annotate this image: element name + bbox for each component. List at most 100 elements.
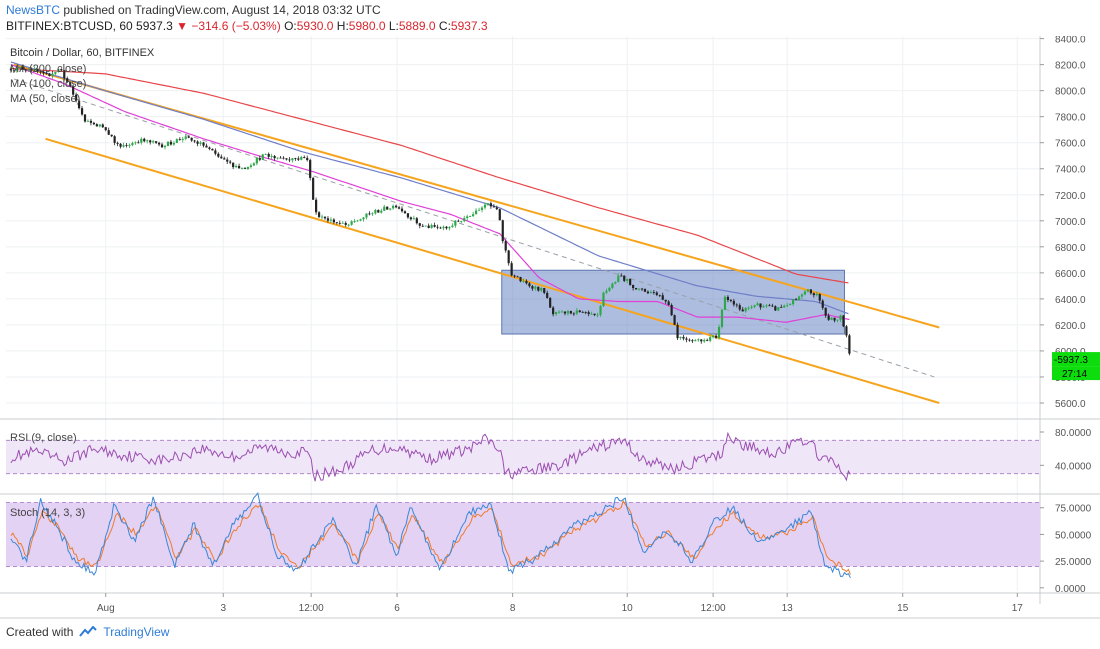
candle-body [540,288,543,291]
candle-body [614,282,617,284]
time-tick-label: 17 [1012,603,1024,614]
candle-body [98,124,101,127]
candle-body [155,141,158,143]
candle-body [409,217,413,220]
candle-body [306,157,309,161]
candle-body [723,296,727,310]
price-pane[interactable] [9,61,940,404]
candle-body [827,315,830,320]
candle-body [608,287,611,291]
last-price-tag [1052,352,1100,367]
candle-body [442,226,445,229]
candle-body [712,335,715,338]
candle-body [60,69,63,71]
candle-body [326,218,330,221]
chart-area[interactable]: 5600.05800.06000.06200.06400.06600.06800… [0,36,1100,625]
candle-body [83,114,87,122]
candle-body [341,222,344,224]
candle-body [634,288,638,290]
candle-body [80,108,84,115]
candle-body [806,289,810,292]
candle-body [303,157,306,158]
price-tick-label: 7200.0 [1055,191,1086,202]
candle-body [116,142,119,144]
candle-body [63,70,66,79]
candle-body [602,292,605,307]
legend-ma50: MA (50, close) [10,93,80,105]
candle-body [623,275,626,281]
candle-body [392,205,395,209]
candle-body [72,86,75,95]
candle-body [415,218,418,224]
tradingview-link[interactable]: TradingView [103,625,170,639]
candle-body [146,140,149,142]
candle-body [480,207,484,210]
stoch-tick-label: 75.0000 [1055,504,1092,515]
last-price-value: -5937.3 [1054,355,1088,366]
candle-body [202,142,205,146]
candle-body [300,157,303,160]
candle-body [809,289,812,294]
candle-body [549,298,552,308]
stoch-title: Stoch (14, 3, 3) [10,507,85,519]
candle-body [371,213,374,215]
publisher-link[interactable]: NewsBTC [6,3,61,17]
candle-body [774,306,777,311]
candle-body [261,154,264,160]
candle-body [578,310,581,313]
candle-body [166,141,170,147]
candle-body [430,225,433,228]
candle-body [632,284,635,289]
candle-body [664,299,667,302]
candle-body [652,292,655,294]
candles [9,65,851,356]
time-tick-label: 15 [897,603,909,614]
candle-body [104,127,107,131]
chart-header: NewsBTC published on TradingView.com, Au… [0,0,1100,36]
candle-body [403,211,407,214]
candle-body [226,159,229,162]
candle-body [418,223,421,226]
candle-body [510,263,513,276]
candle-body [744,307,747,312]
candle-body [107,130,110,135]
candle-body [457,220,460,222]
candle-body [172,142,175,145]
candle-body [643,288,647,292]
candle-body [223,158,226,160]
ma100-line [10,61,849,315]
candle-body [217,153,220,157]
candle-body [374,210,377,214]
candle-body [273,156,276,159]
candle-body [504,241,507,251]
candle-body [812,293,815,296]
candle-body [128,145,131,146]
high-value: 5980.0 [348,19,386,33]
ma50-line [10,64,850,323]
candle-body [400,208,404,212]
candle-body [258,158,261,160]
candle-body [726,296,730,300]
candle-body [525,280,528,284]
price-tick-label: 7800.0 [1055,113,1086,124]
candle-body [756,303,759,306]
candle-body [383,206,386,211]
candle-body [344,222,347,225]
created-with-label: Created with [6,625,74,639]
price-tick-label: 6600.0 [1055,269,1086,280]
candle-body [486,203,490,205]
candle-body [137,142,140,144]
close-label: C: [438,19,451,33]
price-tick-label: 5600.0 [1055,399,1086,410]
open-value: 5930.0 [296,19,334,33]
candle-body [21,67,24,70]
stoch-tick-label: 50.0000 [1055,530,1092,541]
candle-body [777,307,780,311]
candle-body [605,290,608,293]
candle-body [531,286,534,289]
candle-body [658,294,661,296]
candle-body [131,143,134,146]
rsi-pane[interactable] [6,431,1040,482]
channel-lower-line [45,137,940,404]
stoch-pane[interactable] [6,492,1040,579]
